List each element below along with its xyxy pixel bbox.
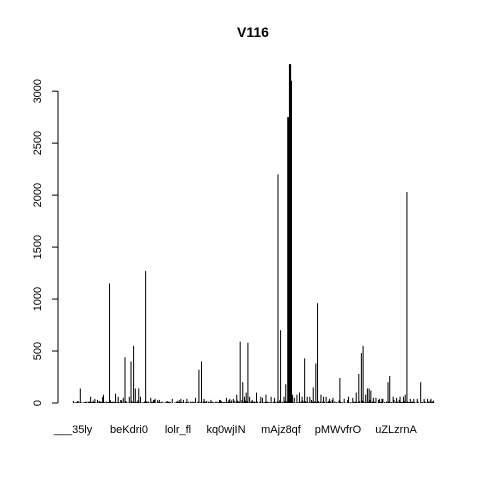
bars-group — [72, 64, 435, 403]
x-tick-label: kq0wjIN — [206, 424, 245, 436]
x-tick-label: mAjz8qf — [261, 424, 302, 436]
y-tick-label: 500 — [32, 342, 44, 360]
x-tick-label: ___35ly — [53, 424, 93, 436]
x-tick-label: pMWvfrO — [315, 424, 362, 436]
x-tick-label: beKdri0 — [110, 424, 148, 436]
x-axis-labels: ___35ly beKdri0 lolr_fl kq0wjIN mAjz8qf pMWvf… — [53, 424, 418, 436]
x-tick-label: lolr_fl — [165, 424, 191, 436]
y-tick-label: 2000 — [32, 183, 44, 207]
y-axis: 0 500 1000 1500 2000 2500 3000 — [32, 79, 59, 406]
chart-title: V116 — [237, 24, 269, 40]
y-tick-label: 3000 — [32, 79, 44, 103]
y-tick-label: 2500 — [32, 131, 44, 155]
y-tick-label: 1500 — [32, 235, 44, 259]
y-tick-label: 1000 — [32, 287, 44, 311]
y-tick-label: 0 — [32, 400, 44, 406]
x-tick-label: uZLzrnA — [375, 424, 417, 436]
